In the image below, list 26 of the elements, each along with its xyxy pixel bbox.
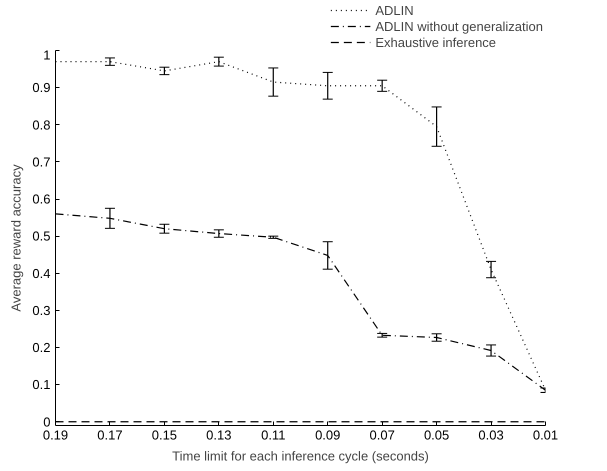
x-tick-label: 0.01: [532, 428, 558, 442]
y-tick-label: 0.1: [32, 377, 51, 392]
x-tick-label: 0.07: [370, 428, 395, 442]
x-tick-label: 0.09: [315, 428, 340, 442]
y-tick-label: 0.9: [32, 80, 51, 96]
x-tick-label: 0.19: [42, 428, 68, 442]
y-tick-label: 1: [43, 48, 51, 62]
y-tick-label: 0.7: [32, 154, 51, 170]
y-tick-label: 0.8: [32, 117, 51, 132]
legend-label: ADLIN without generalization: [375, 18, 543, 34]
x-tick-label: 0.11: [261, 428, 286, 442]
legend-label: Exhaustive inference: [375, 34, 496, 50]
x-tick-label: 0.13: [206, 428, 232, 442]
y-axis-title: Average reward accuracy: [8, 164, 24, 312]
x-tick-label: 0.15: [152, 428, 178, 442]
y-tick-label: 0.5: [32, 228, 51, 244]
legend-label: ADLIN: [375, 2, 414, 18]
x-axis-title: Time limit for each inference cycle (seconds): [172, 448, 429, 464]
y-tick-label: 0.3: [32, 302, 51, 318]
y-tick-label: 0.2: [32, 340, 51, 356]
y-tick-label: 0: [43, 414, 51, 430]
x-tick-label: 0.05: [424, 428, 450, 442]
x-tick-label: 0.17: [97, 428, 123, 442]
y-tick-label: 0.4: [32, 266, 51, 281]
x-tick-label: 0.03: [478, 428, 504, 442]
y-tick-label: 0.6: [32, 192, 51, 207]
